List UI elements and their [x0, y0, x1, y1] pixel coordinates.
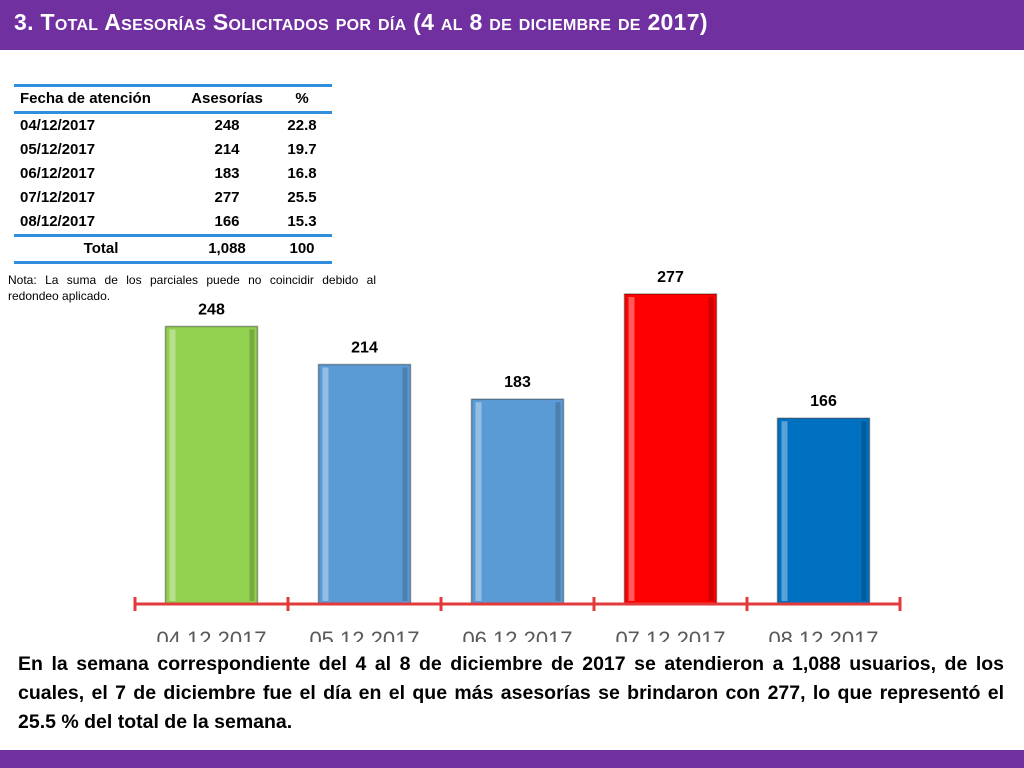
data-label-1: 248: [198, 301, 225, 318]
rounding-note: Nota: La suma de los parciales puede no …: [8, 273, 376, 303]
table-cell-percent: 25.5: [287, 189, 317, 206]
bar-highlight-5: [781, 421, 788, 601]
table-row: 05/12/2017 214 19.7: [14, 138, 332, 162]
x-tick-label-5: 08 12 2017: [768, 627, 878, 642]
table-total-count: 1,088: [182, 234, 272, 264]
bar-shade-5: [861, 421, 867, 601]
table-row: 07/12/2017 277 25.5: [14, 186, 332, 210]
table-cell-count: 214: [214, 141, 240, 158]
table-cell-percent: 19.7: [287, 141, 317, 158]
bar-highlight-3: [475, 402, 482, 601]
bar-5: [776, 417, 871, 605]
x-tick-label-2: 05 12 2017: [309, 627, 419, 642]
table-row: 04/12/2017 248 22.8: [14, 113, 332, 139]
table-cell-date: 04/12/2017: [20, 117, 96, 134]
bar-2: [317, 363, 412, 605]
bar-highlight-1: [169, 329, 176, 601]
data-label-3: 183: [504, 374, 531, 391]
table-cell-count: 248: [214, 117, 240, 134]
table-cell-count: 183: [214, 165, 240, 182]
bar-shade-4: [708, 297, 714, 601]
page-title: 3. Total Asesorías Solicitados por día (…: [14, 9, 708, 35]
x-tick-label-1: 04 12 2017: [156, 627, 266, 642]
table-cell-count: 277: [214, 189, 240, 206]
table-cell-date: 07/12/2017: [20, 189, 96, 206]
bottom-bar: [0, 750, 1024, 768]
bar-shade-2: [402, 367, 408, 601]
column-header-count: Asesorías: [182, 84, 272, 114]
bar-highlight-4: [628, 297, 635, 601]
table-cell-count: 166: [214, 213, 240, 230]
table-cell-percent: 15.3: [287, 213, 317, 230]
summary-text: En la semana correspondiente del 4 al 8 …: [18, 653, 1004, 733]
title-bar: 3. Total Asesorías Solicitados por día (…: [0, 0, 1024, 50]
bar-highlight-2: [322, 367, 329, 601]
data-label-2: 214: [351, 340, 378, 357]
table-cell-percent: 22.8: [287, 117, 317, 134]
column-header-date: Fecha de atención: [14, 84, 182, 114]
table-cell-date: 05/12/2017: [20, 141, 96, 158]
bar-chart: 248 04 12 2017 214 05 12 2017 183 06 12 2017 2…: [133, 269, 902, 642]
table-row: 08/12/2017 166 15.3: [14, 210, 332, 236]
bar-1: [164, 325, 259, 605]
bar-shade-3: [555, 402, 561, 601]
x-tick-label-4: 07 12 2017: [615, 627, 725, 642]
data-label-5: 166: [810, 393, 837, 410]
bar-4: [623, 293, 718, 605]
table-row: 06/12/2017 183 16.8: [14, 162, 332, 186]
bar-shade-1: [249, 329, 255, 601]
x-tick-label-3: 06 12 2017: [462, 627, 572, 642]
data-label-4: 277: [657, 269, 684, 286]
table-header-row: Fecha de atención Asesorías %: [14, 84, 332, 114]
table-total-label: Total: [14, 234, 182, 264]
column-header-percent: %: [272, 84, 332, 114]
table-cell-percent: 16.8: [287, 165, 317, 182]
table-total-percent: 100: [272, 234, 332, 264]
data-table: Fecha de atención Asesorías % 04/12/2017…: [14, 84, 332, 264]
table-cell-date: 08/12/2017: [20, 213, 96, 230]
table-total-row: Total 1,088 100: [14, 234, 332, 264]
bar-3: [470, 398, 565, 605]
table-cell-date: 06/12/2017: [20, 165, 96, 182]
